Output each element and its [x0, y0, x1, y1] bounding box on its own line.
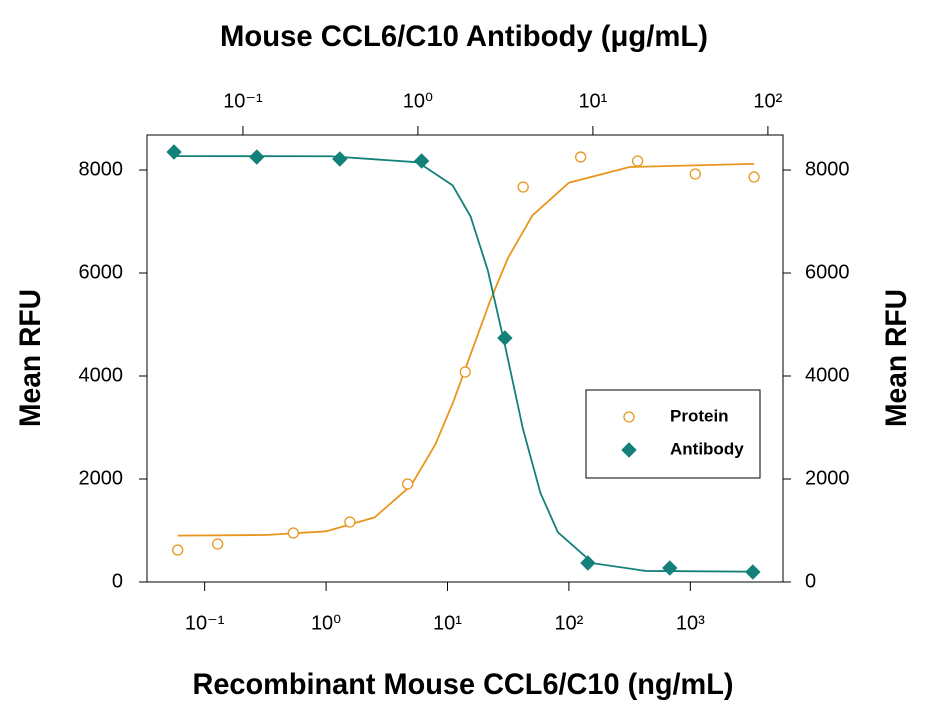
y-tick-label: 6000 — [79, 261, 124, 283]
y2-tick-label: 8000 — [805, 158, 850, 180]
y2-axis-label: Mean RFU — [880, 289, 913, 427]
y2-tick-label: 6000 — [805, 261, 850, 283]
y-tick-label: 0 — [112, 570, 123, 592]
y2-tick-label: 2000 — [805, 467, 850, 489]
x-axis-label: Recombinant Mouse CCL6/C10 (ng/mL) — [193, 668, 734, 701]
x2-tick-label: 10⁻¹ — [223, 90, 263, 112]
data-point — [662, 560, 678, 576]
data-point — [517, 181, 529, 193]
data-point — [166, 144, 182, 160]
data-point — [287, 527, 299, 539]
y2-tick-label: 4000 — [805, 364, 850, 386]
data-point — [575, 151, 587, 163]
y-tick-label: 8000 — [79, 158, 124, 180]
chart-title: Mouse CCL6/C10 Antibody (μg/mL) — [220, 20, 708, 53]
data-point — [249, 149, 265, 165]
y-axis-label: Mean RFU — [14, 289, 47, 427]
fit-line — [174, 155, 753, 573]
data-point — [689, 168, 701, 180]
data-point — [497, 330, 513, 346]
data-point — [344, 516, 356, 528]
legend-label: Antibody — [670, 439, 744, 458]
x2-tick-label: 10¹ — [578, 90, 607, 112]
legend-marker — [623, 411, 635, 423]
legend-box — [585, 389, 761, 479]
x-tick-label: 10⁻¹ — [185, 612, 225, 634]
data-point — [580, 555, 596, 571]
x-tick-label: 10³ — [676, 612, 705, 634]
data-point — [459, 366, 471, 378]
data-point — [413, 153, 430, 169]
x2-tick-label: 10² — [753, 90, 782, 112]
y2-tick-label: 0 — [805, 570, 816, 592]
data-point — [745, 564, 761, 580]
fit-line — [177, 162, 755, 537]
data-point — [332, 151, 348, 167]
data-point — [631, 155, 644, 167]
legend-label: Protein — [670, 406, 729, 425]
y-tick-label: 2000 — [79, 467, 124, 489]
legend-marker — [621, 442, 637, 458]
y-tick-label: 4000 — [79, 364, 124, 386]
x2-tick-label: 10⁰ — [403, 90, 433, 112]
x-tick-label: 10¹ — [433, 612, 462, 634]
x-tick-label: 10⁰ — [311, 612, 341, 634]
plot-frame — [146, 134, 784, 583]
x-tick-label: 10² — [554, 612, 583, 634]
data-point — [748, 171, 760, 183]
data-point — [402, 478, 414, 490]
data-point — [212, 538, 224, 550]
data-point — [172, 544, 184, 556]
